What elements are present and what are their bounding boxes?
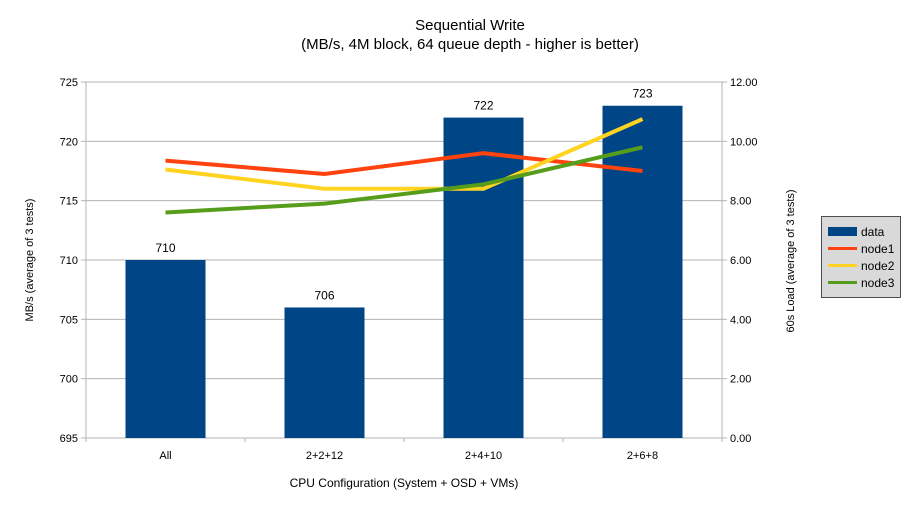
x-axis-category-label: 2+4+10 <box>465 450 502 462</box>
line-node2 <box>165 117 644 191</box>
bar-All <box>125 260 206 438</box>
legend-swatch-line-icon <box>828 264 857 267</box>
right-axis-tick-label: 12.00 <box>730 77 758 89</box>
legend-item-node2: node2 <box>828 257 895 274</box>
right-axis-tick-label: 0.00 <box>730 433 751 445</box>
x-axis-category-label: 2+6+8 <box>627 450 658 462</box>
right-axis-tick-label: 6.00 <box>730 255 751 267</box>
legend-item-node3: node3 <box>828 274 895 291</box>
legend: data node1 node2 node3 <box>821 216 901 298</box>
legend-label: node1 <box>861 241 895 256</box>
legend-item-node1: node1 <box>828 240 895 257</box>
line-node1 <box>165 151 643 177</box>
legend-swatch-bar-icon <box>828 227 857 236</box>
bar-2+4+10 <box>443 117 524 438</box>
legend-item-data: data <box>828 223 895 240</box>
legend-swatch-line-icon <box>828 247 857 250</box>
left-axis-tick-label: 725 <box>60 77 78 89</box>
right-axis-tick-label: 4.00 <box>730 314 751 326</box>
left-axis-tick-label: 710 <box>60 255 78 267</box>
line-node3 <box>165 145 643 215</box>
left-axis-tick-label: 715 <box>60 196 78 208</box>
left-axis-tick-label: 720 <box>60 136 78 148</box>
bar-2+6+8 <box>602 105 683 438</box>
legend-label: data <box>861 224 885 239</box>
right-axis-tick-label: 8.00 <box>730 196 751 208</box>
x-axis-category-label: 2+2+12 <box>306 450 343 462</box>
x-axis-category-label: All <box>159 450 171 462</box>
bar-value-label: 706 <box>314 288 334 302</box>
bar-value-label: 723 <box>632 87 652 101</box>
left-axis-tick-label: 705 <box>60 314 78 326</box>
bar-value-label: 710 <box>155 241 175 255</box>
left-axis-tick-label: 700 <box>60 374 78 386</box>
legend-label: node3 <box>861 275 895 290</box>
bar-value-label: 722 <box>473 99 493 113</box>
legend-swatch-line-icon <box>828 281 857 284</box>
left-axis-title: MB/s (average of 3 tests) <box>24 198 36 322</box>
x-axis-title: CPU Configuration (System + OSD + VMs) <box>289 476 519 490</box>
bar-2+2+12 <box>284 307 365 438</box>
chart-subtitle: (MB/s, 4M block, 64 queue depth - higher… <box>301 36 639 53</box>
right-axis-tick-label: 10.00 <box>730 136 758 148</box>
chart-title: Sequential Write <box>415 17 525 34</box>
right-axis-tick-label: 2.00 <box>730 374 751 386</box>
right-axis-title: 60s Load (average of 3 tests) <box>785 189 797 333</box>
legend-label: node2 <box>861 258 895 273</box>
left-axis-tick-label: 695 <box>60 433 78 445</box>
